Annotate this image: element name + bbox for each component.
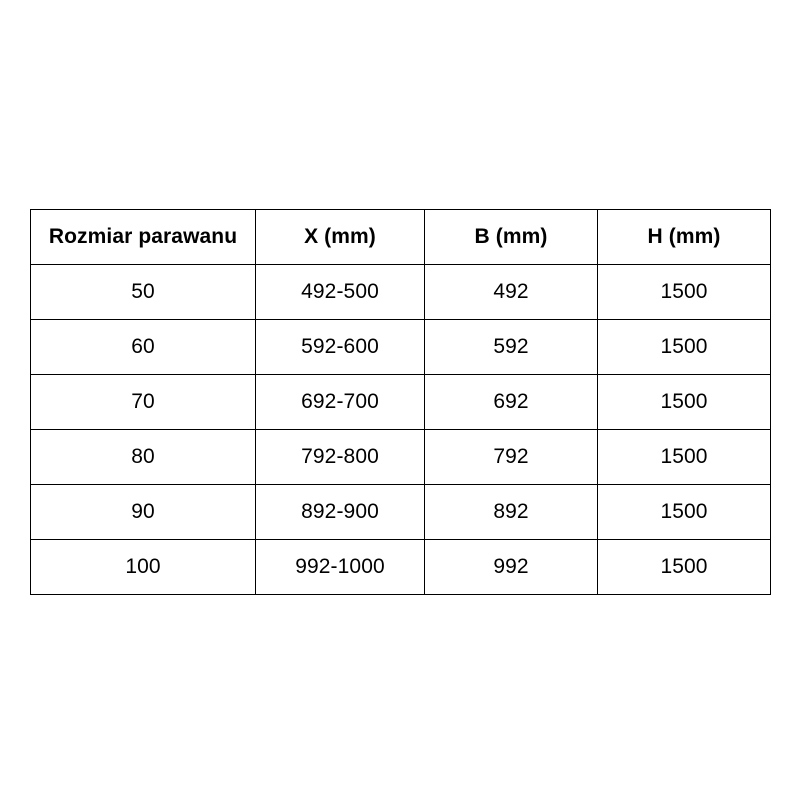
cell-h: 1500 [597, 374, 771, 430]
table-row: 80 792-800 792 1500 [30, 429, 771, 485]
column-header-h: H (mm) [597, 209, 771, 265]
column-header-size: Rozmiar parawanu [30, 209, 256, 265]
column-header-b: B (mm) [424, 209, 598, 265]
cell-x: 592-600 [255, 319, 425, 375]
cell-b: 492 [424, 264, 598, 320]
cell-x: 692-700 [255, 374, 425, 430]
cell-x: 892-900 [255, 484, 425, 540]
cell-h: 1500 [597, 484, 771, 540]
cell-x: 492-500 [255, 264, 425, 320]
cell-x: 992-1000 [255, 539, 425, 595]
table-row: 90 892-900 892 1500 [30, 484, 771, 540]
spec-table-container: Rozmiar parawanu X (mm) B (mm) H (mm) 50… [30, 209, 771, 595]
table-row: 100 992-1000 992 1500 [30, 539, 771, 595]
table-row: 70 692-700 692 1500 [30, 374, 771, 430]
cell-size: 100 [30, 539, 256, 595]
cell-b: 992 [424, 539, 598, 595]
table-row: 60 592-600 592 1500 [30, 319, 771, 375]
cell-h: 1500 [597, 539, 771, 595]
cell-h: 1500 [597, 429, 771, 485]
cell-size: 70 [30, 374, 256, 430]
column-header-x: X (mm) [255, 209, 425, 265]
cell-size: 50 [30, 264, 256, 320]
cell-b: 792 [424, 429, 598, 485]
cell-b: 592 [424, 319, 598, 375]
cell-b: 892 [424, 484, 598, 540]
table-header: Rozmiar parawanu X (mm) B (mm) H (mm) [30, 209, 771, 265]
cell-size: 90 [30, 484, 256, 540]
cell-size: 60 [30, 319, 256, 375]
cell-h: 1500 [597, 319, 771, 375]
parawan-size-table: Rozmiar parawanu X (mm) B (mm) H (mm) 50… [30, 209, 771, 595]
cell-x: 792-800 [255, 429, 425, 485]
cell-size: 80 [30, 429, 256, 485]
cell-h: 1500 [597, 264, 771, 320]
table-header-row: Rozmiar parawanu X (mm) B (mm) H (mm) [30, 209, 771, 265]
cell-b: 692 [424, 374, 598, 430]
table-row: 50 492-500 492 1500 [30, 264, 771, 320]
table-body: 50 492-500 492 1500 60 592-600 592 1500 … [30, 264, 771, 595]
